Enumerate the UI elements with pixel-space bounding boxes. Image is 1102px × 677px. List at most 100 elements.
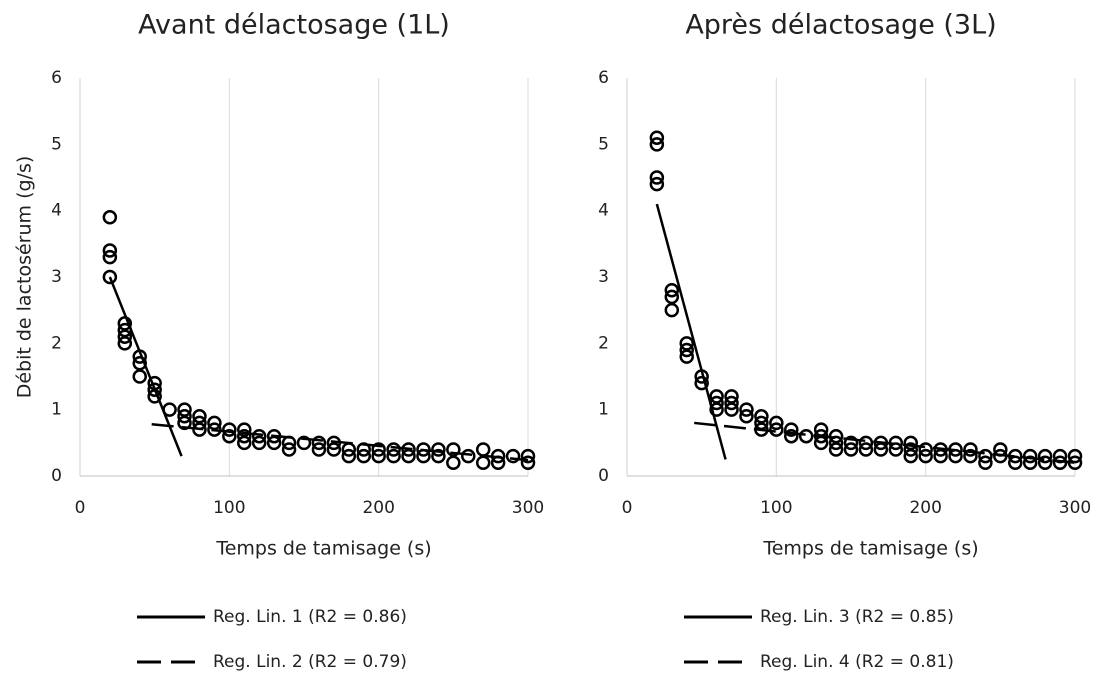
y-tick-label: 5 [51, 134, 62, 154]
data-point [828, 435, 844, 451]
data-point [843, 442, 859, 457]
data-point [177, 415, 192, 431]
data-point [798, 428, 814, 444]
y-tick-label: 6 [598, 68, 609, 88]
data-point [356, 448, 371, 464]
data-point [251, 428, 267, 444]
data-point [679, 349, 694, 364]
y-tick-label: 2 [598, 333, 609, 353]
chart-title: Avant délactosage (1L) [138, 10, 450, 41]
data-point [386, 448, 401, 464]
data-point [192, 422, 207, 437]
data-point [888, 442, 904, 457]
data-point [978, 455, 993, 470]
data-point [918, 448, 933, 464]
y-tick-label: 2 [51, 333, 62, 353]
data-point [903, 442, 918, 457]
data-point [311, 442, 327, 457]
regression-line [108, 276, 183, 457]
data-point [446, 455, 461, 470]
y-tick-label: 0 [598, 466, 609, 486]
data-point [963, 442, 978, 457]
data-point [520, 448, 536, 464]
data-point [769, 422, 784, 437]
data-point [505, 448, 521, 464]
data-point [431, 448, 446, 464]
data-point [843, 435, 859, 451]
data-point [192, 409, 207, 424]
legend-label: Reg. Lin. 3 (R2 = 0.85) [760, 607, 954, 627]
data-point [461, 448, 476, 464]
regression-line [655, 203, 727, 460]
data-point [401, 448, 416, 464]
y-tick-label: 0 [51, 466, 62, 486]
data-point [724, 402, 739, 417]
data-point [739, 402, 754, 417]
data-point [102, 243, 118, 258]
data-point [664, 289, 680, 305]
data-point [1022, 455, 1038, 470]
y-tick-label: 1 [598, 400, 609, 420]
data-point [724, 389, 739, 404]
data-point [102, 269, 118, 285]
x-tick-label: 100 [213, 498, 245, 518]
legend-label: Reg. Lin. 1 (R2 = 0.86) [213, 607, 407, 627]
data-point [664, 283, 680, 298]
data-point [371, 442, 386, 457]
data-point [117, 336, 133, 351]
x-axis-label: Temps de tamisage (s) [762, 538, 978, 560]
y-tick-label: 4 [598, 201, 609, 221]
data-point [475, 455, 491, 470]
data-point [102, 249, 118, 265]
data-point [431, 442, 446, 457]
data-point [207, 415, 222, 431]
regression-line [151, 423, 529, 462]
data-point [446, 442, 461, 457]
data-point [649, 130, 665, 145]
data-point [649, 176, 665, 192]
data-point [694, 375, 709, 391]
data-point [371, 448, 386, 464]
data-point [1037, 455, 1053, 470]
data-point [237, 422, 252, 437]
data-point [903, 448, 918, 464]
data-point [401, 442, 416, 457]
data-point [1008, 455, 1023, 470]
y-axis-label: Débit de lactosérum (g/s) [14, 156, 36, 399]
data-point [679, 342, 694, 358]
legend-label: Reg. Lin. 2 (R2 = 0.79) [213, 652, 407, 672]
data-point [649, 170, 665, 185]
x-tick-label: 0 [622, 498, 633, 518]
data-point [311, 435, 327, 451]
data-point [281, 442, 297, 457]
data-point [739, 409, 754, 424]
data-point [858, 435, 874, 451]
data-point [296, 435, 312, 451]
data-point [1067, 448, 1083, 464]
data-point [117, 329, 133, 344]
y-tick-label: 3 [598, 267, 609, 287]
chart-title: Après délactosage (3L) [685, 10, 996, 41]
data-point [132, 355, 147, 371]
legend-label: Reg. Lin. 4 (R2 = 0.81) [760, 652, 954, 672]
data-point [177, 402, 192, 417]
data-point [326, 442, 342, 457]
y-tick-label: 1 [51, 400, 62, 420]
x-tick-label: 0 [75, 498, 86, 518]
y-tick-label: 5 [598, 134, 609, 154]
data-point [933, 448, 948, 464]
x-tick-label: 200 [909, 498, 941, 518]
data-point [237, 435, 252, 451]
data-point [963, 448, 978, 464]
data-point [147, 382, 162, 398]
regression-line [694, 421, 1076, 464]
y-tick-label: 3 [51, 267, 62, 287]
data-point [784, 422, 799, 437]
data-point [132, 369, 147, 384]
data-point [709, 389, 724, 404]
y-tick-label: 4 [51, 201, 62, 221]
x-tick-label: 200 [362, 498, 394, 518]
data-point [918, 442, 933, 457]
data-point [177, 409, 192, 424]
